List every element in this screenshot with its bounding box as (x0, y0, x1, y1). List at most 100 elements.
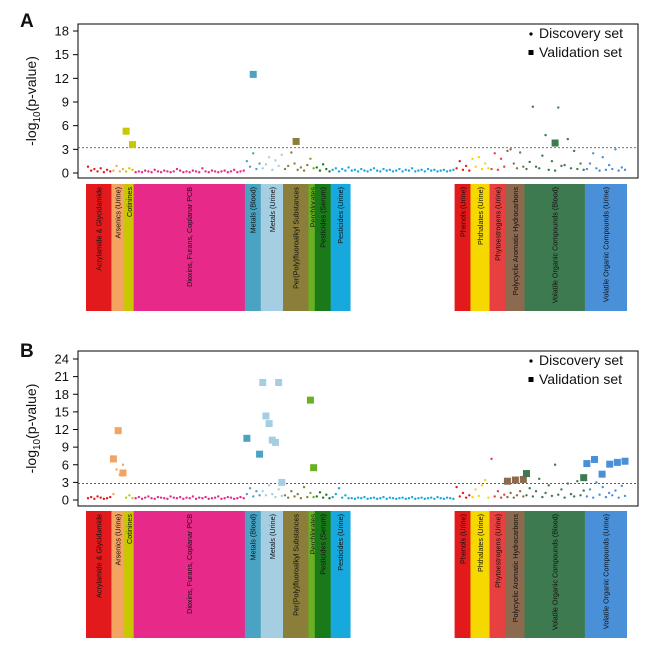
discovery-point (417, 169, 420, 172)
discovery-point (302, 485, 306, 489)
discovery-point (477, 156, 481, 159)
plot-frame (77, 23, 639, 179)
discovery-point (277, 164, 280, 168)
discovery-point (617, 496, 620, 499)
category-bar (111, 184, 125, 311)
discovery-point (420, 496, 423, 499)
discovery-point (210, 497, 214, 500)
discovery-point (372, 167, 376, 170)
discovery-point (312, 495, 315, 499)
discovery-point (544, 491, 547, 495)
discovery-point (595, 167, 598, 170)
legend-discovery-label: Discovery set (539, 352, 623, 368)
legend-validation-marker (528, 50, 534, 55)
discovery-point (404, 497, 407, 501)
discovery-point (569, 492, 573, 496)
discovery-point (588, 162, 592, 165)
validation-point (275, 379, 283, 386)
discovery-point (534, 489, 538, 493)
y-tick-label: 12 (55, 71, 69, 86)
discovery-point (379, 497, 382, 500)
category-bar (133, 511, 246, 638)
discovery-point (496, 489, 500, 493)
discovery-point (496, 168, 500, 172)
discovery-point (99, 496, 102, 499)
discovery-point (137, 495, 141, 499)
discovery-point (461, 168, 465, 172)
legend-validation-marker (528, 377, 534, 382)
validation-point (580, 474, 588, 482)
discovery-point (299, 497, 303, 500)
category-bar (330, 184, 351, 311)
discovery-point (382, 167, 385, 171)
category-bar (244, 511, 262, 638)
discovery-point (471, 495, 474, 499)
y-tick-label: 3 (62, 142, 69, 157)
category-label: Cotinines (125, 514, 134, 544)
discovery-point (124, 496, 128, 499)
discovery-point (328, 497, 331, 500)
category-label: Dioxins, Furans, Coplanar PCB (185, 514, 194, 614)
legend-discovery-label: Discovery set (539, 25, 623, 41)
category-label: Polycyclic Aromatic Hydrocarbons (511, 187, 520, 296)
panel-letter: B (20, 341, 34, 362)
discovery-point (93, 167, 96, 171)
category-bar (314, 511, 332, 638)
discovery-point (601, 156, 604, 159)
discovery-point (220, 170, 223, 173)
discovery-point (553, 463, 557, 466)
category-label: Acrylamide & Glycidamide (95, 187, 104, 271)
discovery-point (385, 497, 388, 501)
discovery-point (175, 167, 179, 171)
discovery-point (350, 169, 353, 172)
discovery-point (512, 162, 515, 165)
discovery-point (420, 168, 423, 172)
discovery-point (429, 496, 433, 499)
category-bar (584, 184, 627, 311)
validation-point (265, 420, 273, 428)
discovery-point (525, 167, 528, 171)
discovery-point (547, 168, 550, 172)
discovery-point (207, 497, 210, 501)
discovery-point (194, 497, 198, 501)
discovery-point (280, 153, 284, 157)
discovery-point (271, 492, 274, 496)
discovery-point (248, 165, 252, 168)
discovery-point (471, 157, 474, 160)
discovery-point (614, 148, 617, 151)
discovery-point (353, 497, 357, 501)
discovery-point (312, 167, 315, 170)
legend-validation-label: Validation set (539, 44, 622, 60)
category-bar (260, 184, 284, 311)
discovery-point (121, 463, 125, 466)
discovery-point (213, 170, 217, 173)
discovery-point (163, 169, 166, 172)
discovery-point (423, 497, 427, 501)
discovery-point (121, 167, 125, 171)
discovery-point (458, 159, 461, 163)
discovery-point (541, 154, 544, 157)
validation-point (262, 412, 270, 420)
category-label: Phthalates (Urine) (476, 187, 485, 245)
discovery-point (134, 171, 137, 174)
discovery-point (191, 169, 195, 172)
discovery-point (325, 493, 328, 496)
discovery-point (372, 496, 376, 499)
discovery-point (563, 496, 566, 499)
discovery-point (468, 494, 471, 497)
discovery-point (223, 169, 226, 172)
discovery-point (296, 168, 299, 172)
y-tick-label: 15 (55, 404, 69, 419)
discovery-point (407, 169, 411, 172)
discovery-point (350, 497, 353, 500)
discovery-point (147, 170, 150, 173)
legend-discovery-marker (529, 359, 533, 363)
discovery-point (541, 495, 544, 499)
category-label: Pesticides (Serum) (319, 187, 328, 248)
discovery-point (242, 169, 245, 172)
discovery-point (464, 496, 468, 499)
category-bar (86, 184, 113, 311)
category-label: Volatile Organic Compounds (Blood) (551, 514, 560, 630)
discovery-point (188, 497, 191, 500)
discovery-point (334, 492, 338, 496)
